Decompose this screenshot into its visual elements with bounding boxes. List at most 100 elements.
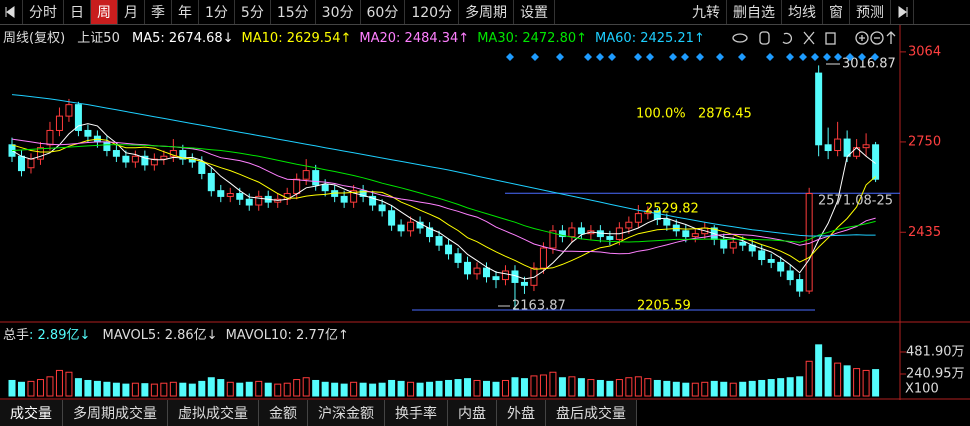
candle-body (141, 155, 149, 166)
volume-bar (302, 377, 310, 397)
indicator-tab[interactable]: 多周期成交量 (63, 400, 168, 426)
volume-bar (65, 371, 73, 397)
volume-bar (872, 369, 880, 397)
volume-bar (84, 379, 92, 397)
period-tab[interactable]: 15分 (271, 0, 316, 24)
tool-button[interactable]: 删自选 (727, 0, 782, 24)
volume-bar (331, 382, 339, 397)
signal-diamond (846, 53, 854, 61)
tool-button[interactable]: 预测 (850, 0, 891, 24)
candle-body (131, 155, 139, 163)
next-button[interactable] (891, 0, 914, 24)
period-tab[interactable]: 周 (91, 0, 118, 24)
volume-bar (407, 381, 415, 397)
indicator-tab[interactable]: 金额 (259, 400, 308, 426)
signal-diamond (799, 53, 807, 61)
indicator-tab[interactable]: 沪深金额 (308, 400, 385, 426)
candle-body (872, 144, 880, 180)
delete-icon[interactable] (825, 32, 836, 45)
candle-body (777, 261, 785, 272)
volume-bar (748, 380, 756, 397)
eye-icon[interactable] (732, 33, 748, 43)
volume-bar (8, 379, 16, 397)
period-tab[interactable]: 年 (172, 0, 199, 24)
candle-body (55, 115, 63, 131)
candle-body (445, 244, 453, 255)
ma-line (11, 144, 876, 243)
period-tab[interactable]: 30分 (316, 0, 361, 24)
volume-bar (226, 381, 234, 397)
volume-bar (245, 381, 253, 397)
candle-body (729, 241, 737, 249)
volume-scale-label: X100 (905, 382, 939, 397)
spacer (555, 0, 686, 24)
indicator-tab[interactable]: 成交量 (0, 400, 63, 426)
y-tick-label: 2750 (908, 134, 941, 149)
undo-icon[interactable] (782, 32, 793, 45)
tool-icons[interactable] (732, 31, 896, 45)
volume-bar (682, 382, 690, 397)
candle-body (606, 236, 614, 240)
candle-body (407, 221, 415, 232)
indicator-tab[interactable]: 换手率 (385, 400, 448, 426)
candle-body (834, 138, 842, 152)
volume-bar (198, 380, 206, 397)
volume-bar (501, 379, 509, 397)
candle-body (226, 193, 234, 197)
period-tab[interactable]: 60分 (361, 0, 406, 24)
up-icon[interactable] (886, 31, 896, 44)
candle-body (663, 218, 671, 226)
period-tab[interactable]: 分时 (23, 0, 64, 24)
signal-diamond (823, 53, 831, 61)
volume-bar (530, 375, 538, 397)
volume-bar (416, 382, 424, 397)
volume-value-label: : 2.89亿↓ (29, 328, 90, 343)
signal-diamond (696, 53, 704, 61)
hand-icon[interactable] (759, 31, 770, 45)
tool-button[interactable]: 九转 (686, 0, 727, 24)
candle-body (74, 104, 82, 131)
period-tab[interactable]: 日 (64, 0, 91, 24)
period-tab[interactable]: 月 (118, 0, 145, 24)
candle-body (388, 210, 396, 226)
period-tab[interactable]: 5分 (235, 0, 271, 24)
y-tick-label: 3064 (908, 44, 941, 59)
volume-bar (112, 382, 120, 397)
tool-button[interactable]: 均线 (782, 0, 823, 24)
indicator-tab[interactable]: 虚拟成交量 (168, 400, 259, 426)
icon (5, 6, 15, 18)
volume-bar (46, 376, 54, 397)
volume-bar (520, 378, 528, 397)
prev-button[interactable] (0, 0, 23, 24)
zoom-out-icon[interactable] (870, 31, 884, 45)
volume-bar (777, 378, 785, 397)
period-tab[interactable]: 季 (145, 0, 172, 24)
volume-bar (283, 382, 291, 397)
period-tab[interactable]: 120分 (405, 0, 460, 24)
indicator-tab[interactable]: 盘后成交量 (546, 400, 637, 426)
signal-diamond (531, 53, 539, 61)
candle-body (17, 155, 25, 172)
candle-body (786, 270, 794, 281)
period-tab[interactable]: 多周期 (459, 0, 515, 24)
period-tab[interactable]: 1分 (199, 0, 235, 24)
volume-bar (615, 379, 623, 397)
volume-bar (17, 381, 25, 397)
zoom-in-icon[interactable] (855, 31, 869, 45)
volume-bar (321, 381, 329, 397)
volume-bar (397, 380, 405, 397)
signal-diamond (596, 53, 604, 61)
legend-name: MAVOL10 (226, 328, 288, 343)
cut-icon[interactable] (803, 31, 815, 45)
volume-bar (767, 379, 775, 397)
volume-bar (577, 378, 585, 397)
volume-bar (549, 371, 557, 397)
indicator-tab[interactable]: 外盘 (497, 400, 546, 426)
period-tab[interactable]: 设置 (514, 0, 556, 24)
indicator-tab[interactable]: 内盘 (448, 400, 497, 426)
tool-button[interactable]: 窗 (823, 0, 850, 24)
candle-body (198, 161, 206, 174)
volume-bar (74, 378, 82, 397)
